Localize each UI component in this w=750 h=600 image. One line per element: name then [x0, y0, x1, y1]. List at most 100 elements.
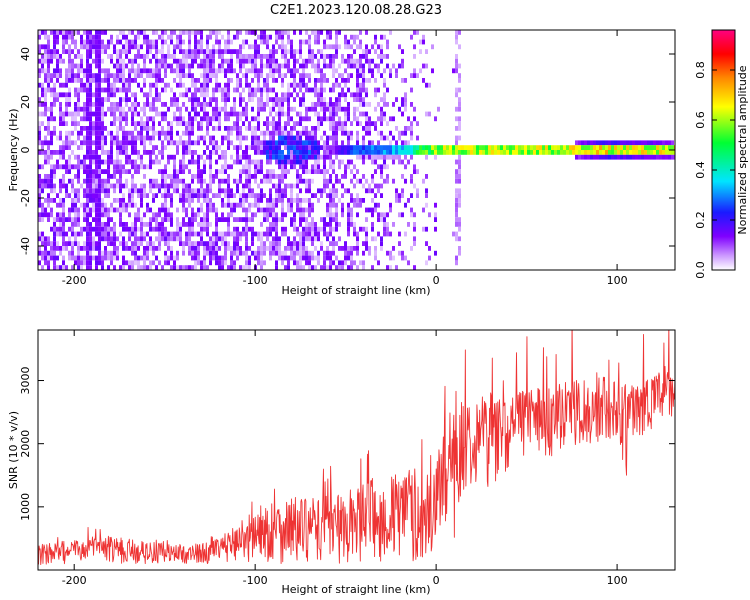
heatmap-cell: [422, 207, 425, 213]
heatmap-cell: [293, 121, 296, 126]
heatmap-cell: [62, 241, 65, 246]
heatmap-cell: [317, 164, 320, 170]
heatmap-cell: [128, 202, 131, 208]
heatmap-cell: [323, 164, 326, 170]
heatmap-cell: [194, 174, 197, 179]
heatmap-cell: [281, 97, 284, 102]
heatmap-cell: [95, 30, 98, 35]
heatmap-cell: [62, 226, 65, 232]
heatmap-cell: [386, 174, 389, 179]
heatmap-cell: [167, 212, 170, 218]
heatmap-cell: [377, 188, 380, 194]
heatmap-cell: [68, 30, 71, 35]
heatmap-cell: [329, 212, 332, 218]
heatmap-cell: [230, 54, 233, 59]
heatmap-cell: [284, 250, 287, 256]
heatmap-cell: [74, 116, 77, 122]
heatmap-cell: [104, 87, 107, 93]
heatmap-cell: [101, 87, 104, 93]
heatmap-cell: [182, 193, 185, 198]
heatmap-cell: [257, 126, 260, 131]
heatmap-cell: [167, 246, 170, 251]
heatmap-cell: [218, 183, 221, 189]
heatmap-cell: [299, 241, 302, 246]
heatmap-cell: [188, 222, 191, 227]
heatmap-cell: [251, 140, 254, 146]
heatmap-cell: [263, 145, 266, 150]
heatmap-cell: [215, 73, 218, 78]
heatmap-cell: [68, 241, 71, 246]
heatmap-cell: [44, 44, 47, 50]
heatmap-cell: [170, 30, 173, 35]
heatmap-cell: [206, 126, 209, 131]
heatmap-cell: [173, 159, 176, 165]
heatmap-cell: [575, 150, 578, 155]
heatmap-cell: [194, 260, 197, 266]
heatmap-cell: [185, 73, 188, 78]
heatmap-cell: [356, 140, 359, 146]
heatmap-cell: [38, 236, 41, 242]
heatmap-cell: [338, 44, 341, 50]
heatmap-cell: [56, 73, 59, 78]
heatmap-cell: [332, 87, 335, 93]
heatmap-cell: [368, 68, 371, 74]
heatmap-cell: [305, 145, 308, 150]
heatmap-cell: [263, 241, 266, 246]
heatmap-cell: [194, 246, 197, 251]
heatmap-cell: [131, 92, 134, 98]
heatmap-cell: [218, 260, 221, 266]
heatmap-cell: [305, 111, 308, 117]
heatmap-cell: [62, 174, 65, 179]
heatmap-cell: [242, 202, 245, 208]
heatmap-cell: [188, 97, 191, 102]
heatmap-cell: [203, 255, 206, 261]
heatmap-cell: [563, 150, 566, 155]
heatmap-cell: [230, 154, 233, 160]
heatmap-cell: [122, 63, 125, 69]
heatmap-cell: [458, 217, 461, 222]
heatmap-cell: [335, 49, 338, 54]
heatmap-cell: [50, 130, 53, 136]
heatmap-cell: [317, 126, 320, 131]
heatmap-cell: [284, 169, 287, 174]
heatmap-cell: [170, 202, 173, 208]
heatmap-cell: [566, 145, 569, 150]
heatmap-cell: [239, 178, 242, 184]
heatmap-cell: [386, 44, 389, 50]
heatmap-cell: [47, 241, 50, 246]
heatmap-cell: [458, 222, 461, 227]
heatmap-cell: [200, 169, 203, 174]
heatmap-cell: [206, 68, 209, 74]
heatmap-cell: [380, 183, 383, 189]
heatmap-cell: [236, 150, 239, 155]
heatmap-cell: [338, 265, 341, 270]
heatmap-cell: [68, 159, 71, 165]
heatmap-cell: [62, 150, 65, 155]
heatmap-cell: [128, 212, 131, 218]
heatmap-cell: [116, 178, 119, 184]
heatmap-cell: [284, 63, 287, 69]
heatmap-cell: [281, 111, 284, 117]
heatmap-cell: [230, 68, 233, 74]
heatmap-cell: [227, 193, 230, 198]
heatmap-cell: [53, 30, 56, 35]
heatmap-cell: [224, 126, 227, 131]
heatmap-cell: [185, 236, 188, 242]
heatmap-cell: [53, 34, 56, 40]
heatmap-cell: [275, 68, 278, 74]
heatmap-cell: [41, 188, 44, 194]
heatmap-cell: [206, 217, 209, 222]
heatmap-cell: [131, 198, 134, 203]
heatmap-cell: [458, 78, 461, 83]
heatmap-cell: [110, 183, 113, 189]
heatmap-cell: [143, 82, 146, 88]
heatmap-cell: [209, 49, 212, 54]
heatmap-cell: [380, 97, 383, 102]
heatmap-cell: [167, 44, 170, 50]
heatmap-cell: [206, 92, 209, 98]
heatmap-cell: [242, 198, 245, 203]
heatmap-cell: [629, 140, 632, 146]
heatmap-cell: [278, 241, 281, 246]
heatmap-cell: [260, 164, 263, 170]
heatmap-cell: [341, 246, 344, 251]
